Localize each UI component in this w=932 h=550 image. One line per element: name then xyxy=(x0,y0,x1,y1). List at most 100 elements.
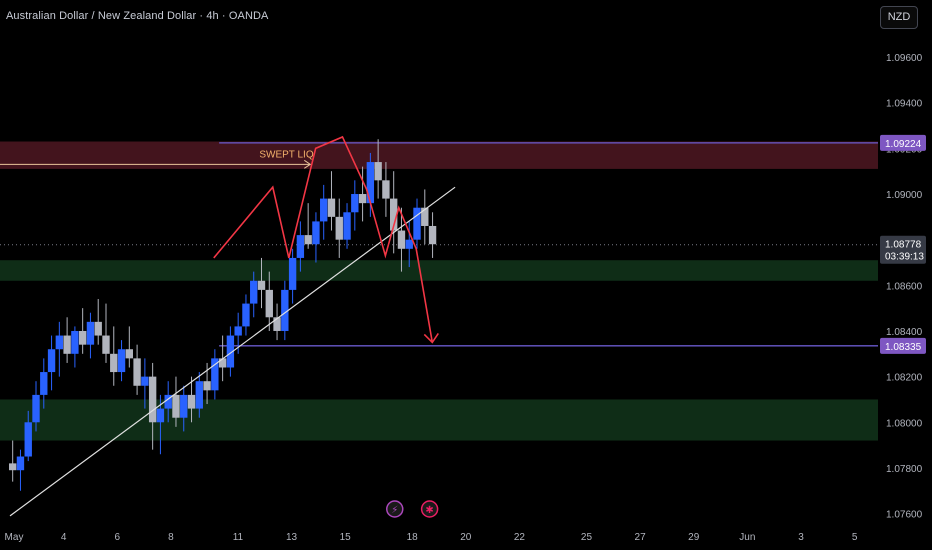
candle-body-15 xyxy=(125,349,134,359)
y-tick-label-8: 1.07800 xyxy=(886,464,923,475)
candle-body-53 xyxy=(421,207,429,226)
candle-body-16 xyxy=(133,358,141,386)
y-tick-label-1: 1.09400 xyxy=(886,99,923,110)
candle-body-6 xyxy=(55,335,64,350)
countdown-label: 03:39:13 xyxy=(885,252,924,263)
y-tick-label-3: 1.09000 xyxy=(886,190,923,201)
x-tick-label-14: 3 xyxy=(798,532,804,543)
candle-body-20 xyxy=(164,394,172,409)
candle-body-33 xyxy=(265,289,273,318)
candle-body-5 xyxy=(47,349,56,373)
candle-body-28 xyxy=(226,335,235,368)
candle-body-14 xyxy=(117,349,126,373)
candle-body-13 xyxy=(110,353,118,373)
candle-body-2 xyxy=(24,422,32,457)
event-icon-circle-1 xyxy=(420,500,439,518)
y-tick-label-5: 1.08400 xyxy=(886,327,923,338)
candle-body-19 xyxy=(156,408,165,423)
candles-layer xyxy=(8,139,437,491)
y-tick-label-6: 1.08200 xyxy=(886,373,923,384)
x-tick-label-12: 29 xyxy=(688,532,700,543)
event-icon-circle-0 xyxy=(386,500,404,518)
candle-body-7 xyxy=(63,335,71,354)
level-tag-label-0: 1.09224 xyxy=(885,139,922,150)
candle-body-34 xyxy=(273,317,281,331)
x-tick-label-7: 18 xyxy=(407,532,419,543)
current-price-tag-bg xyxy=(880,235,926,264)
candle-body-47 xyxy=(374,162,382,181)
candle-body-51 xyxy=(405,239,413,249)
candle-body-26 xyxy=(211,358,219,391)
candle-body-23 xyxy=(187,394,196,409)
candle-body-38 xyxy=(304,235,312,245)
candle-body-32 xyxy=(257,280,266,290)
candle-body-52 xyxy=(413,207,421,240)
candle-body-35 xyxy=(281,289,289,331)
drawings-layer: SWEPT LIQ ⚡ ✱ xyxy=(0,135,456,518)
currency-selector[interactable]: NZD xyxy=(880,6,918,29)
level-tag-bg-1 xyxy=(880,337,926,354)
candle-body-10 xyxy=(86,321,95,345)
event-icon-1: ✱ xyxy=(425,505,433,516)
candle-body-24 xyxy=(195,381,203,409)
swept-liq-label: SWEPT LIQ xyxy=(259,149,313,160)
candle-body-45 xyxy=(358,194,367,204)
zones-layer xyxy=(0,141,878,441)
candle-body-41 xyxy=(327,198,336,217)
levels-layer xyxy=(0,142,878,347)
candle-body-43 xyxy=(343,212,351,240)
candle-body-22 xyxy=(180,394,188,418)
candle-body-27 xyxy=(218,358,227,368)
y-tick-label-4: 1.08600 xyxy=(886,281,923,292)
x-tick-label-8: 20 xyxy=(460,532,472,543)
y-tick-label-7: 1.08000 xyxy=(886,418,923,429)
symbol-title: Australian Dollar / New Zealand Dollar ·… xyxy=(6,10,269,22)
swept-liq-arrow-head xyxy=(304,159,312,169)
candle-body-44 xyxy=(351,194,359,213)
candle-body-50 xyxy=(397,230,406,249)
x-tick-label-9: 22 xyxy=(514,532,526,543)
candle-body-18 xyxy=(148,376,157,423)
x-tick-label-10: 25 xyxy=(581,532,593,543)
candle-body-31 xyxy=(250,280,258,304)
candle-body-36 xyxy=(288,257,297,290)
candle-body-40 xyxy=(320,198,328,222)
candle-body-48 xyxy=(382,180,390,199)
candle-body-17 xyxy=(141,376,149,386)
candle-body-3 xyxy=(32,394,40,423)
x-tick-label-13: Jun xyxy=(739,532,755,543)
pattern-path xyxy=(213,135,434,343)
x-tick-label-6: 15 xyxy=(340,532,352,543)
x-tick-label-0: May xyxy=(5,532,24,543)
x-tick-label-1: 4 xyxy=(61,532,67,543)
level-tag-label-1: 1.08335 xyxy=(885,342,922,353)
candle-body-25 xyxy=(203,381,211,391)
candle-body-12 xyxy=(102,335,110,354)
demand-zone-2 xyxy=(0,399,878,441)
candle-body-39 xyxy=(312,221,320,245)
pattern-arrow-head xyxy=(423,332,439,344)
x-tick-label-5: 13 xyxy=(286,532,298,543)
candle-body-21 xyxy=(172,394,180,418)
candle-body-42 xyxy=(335,216,343,240)
axis-layer: 1.096001.094001.092001.090001.086001.084… xyxy=(5,53,926,543)
demand-zone-1 xyxy=(0,260,878,281)
x-tick-label-2: 6 xyxy=(114,532,120,543)
candle-body-8 xyxy=(71,330,79,354)
candle-body-54 xyxy=(428,225,437,245)
candle-body-46 xyxy=(366,162,375,204)
y-tick-label-0: 1.09600 xyxy=(886,53,923,64)
x-tick-label-11: 27 xyxy=(635,532,647,543)
event-icon-0: ⚡ xyxy=(391,505,398,516)
level-tag-bg-0 xyxy=(880,134,926,151)
current-price-label: 1.08778 xyxy=(885,240,922,251)
candle-body-0 xyxy=(8,463,17,471)
x-tick-label-15: 5 xyxy=(852,532,858,543)
candle-body-9 xyxy=(78,330,87,345)
candle-body-49 xyxy=(390,198,398,231)
y-tick-label-9: 1.07600 xyxy=(886,510,923,521)
candle-body-1 xyxy=(16,456,25,471)
candle-body-4 xyxy=(40,372,48,395)
